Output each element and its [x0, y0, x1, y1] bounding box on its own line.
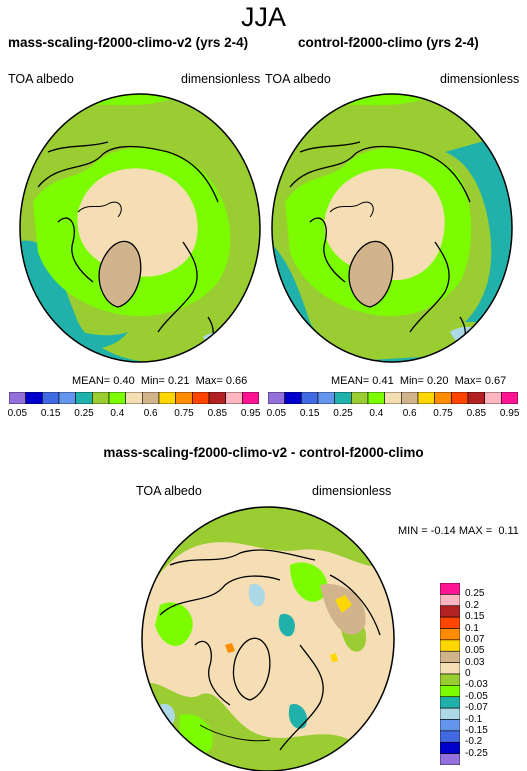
colorbar-swatch	[334, 392, 352, 404]
colorbar-swatch	[242, 392, 259, 404]
colorbar-swatch	[440, 719, 460, 732]
panel-1-title: mass-scaling-f2000-climo-v2 (yrs 2-4)	[8, 35, 249, 50]
colorbar-swatch	[440, 685, 460, 698]
colorbar-tick-label: 0.05	[7, 408, 28, 419]
colorbar-tick-label: 0.75	[174, 408, 194, 419]
colorbar-tick-label: -0.07	[465, 702, 488, 714]
colorbar-swatch	[92, 392, 110, 404]
colorbar-swatch	[367, 392, 385, 404]
colorbar-tick-label: 0	[465, 668, 471, 679]
colorbar-tick-label: 0.15	[465, 611, 485, 623]
colorbar-tick-label: 0.25	[74, 408, 94, 419]
colorbar-swatch	[440, 707, 460, 720]
figure-title: JJA	[240, 2, 286, 32]
colorbar-tick-label: 0.15	[40, 408, 61, 419]
colorbar-swatch	[440, 605, 460, 618]
colorbar-swatch	[440, 741, 460, 754]
colorbar-swatch	[440, 650, 460, 663]
panel-2-units: dimensionless	[440, 72, 520, 86]
colorbar-tick-label: 0.95	[499, 408, 520, 419]
colorbar-tick-label: 0.85	[466, 408, 487, 419]
colorbar-tick-label: 0.05	[266, 408, 287, 419]
colorbar-tick-label: -0.25	[465, 747, 488, 759]
colorbar-tick-label: 0.6	[143, 408, 158, 419]
colorbar-tick-label: 0.4	[369, 408, 384, 419]
colorbar-swatch	[484, 392, 502, 404]
colorbar-tick-label: 0.85	[207, 408, 228, 419]
colorbar-swatch	[142, 392, 160, 404]
colorbar-swatch	[417, 392, 435, 404]
panel-2-polar-map	[271, 93, 513, 363]
colorbar-swatch	[501, 392, 518, 404]
panel-1-units: dimensionless	[181, 72, 261, 86]
colorbar-swatch	[268, 392, 285, 404]
colorbar-swatch	[75, 392, 93, 404]
colorbar-swatch	[58, 392, 76, 404]
panel-1-stats: MEAN= 0.40 Min= 0.21 Max= 0.66	[72, 375, 248, 387]
colorbar-swatch	[440, 730, 460, 743]
colorbar-swatch	[208, 392, 226, 404]
panel-2-colorbar	[268, 392, 518, 404]
colorbar-tick-label: 0.6	[402, 408, 417, 419]
colorbar-swatch	[284, 392, 302, 404]
colorbar-tick-label: -0.15	[465, 724, 488, 736]
colorbar-swatch	[440, 616, 460, 629]
colorbar-tick-label: 0.07	[465, 633, 485, 645]
colorbar-tick-label: 0.25	[333, 408, 353, 419]
colorbar-tick-label: 0.4	[110, 408, 125, 419]
panel-2-colorbar-labels: 0.05 0.15 0.25 0.4 0.6 0.75 0.85 0.95	[266, 406, 520, 420]
colorbar-swatch	[9, 392, 26, 404]
colorbar-swatch	[440, 583, 460, 595]
panel-1-variable: TOA albedo	[8, 72, 74, 86]
colorbar-swatch	[440, 594, 460, 607]
colorbar-swatch	[108, 392, 126, 404]
colorbar-swatch	[440, 662, 460, 675]
colorbar-swatch	[225, 392, 243, 404]
colorbar-swatch	[440, 628, 460, 641]
panel-2-variable: TOA albedo	[265, 72, 331, 86]
colorbar-swatch	[451, 392, 469, 404]
colorbar-tick-label: 0.95	[240, 408, 261, 419]
colorbar-swatch	[317, 392, 335, 404]
colorbar-tick-label: -0.03	[465, 679, 488, 691]
diff-panel-colorbar-labels: 0.25 0.2 0.15 0.1 0.07 0.05 0.03 0 -0.03 -0.05 -0.…	[465, 583, 515, 765]
colorbar-swatch	[42, 392, 60, 404]
colorbar-tick-label: 0.25	[465, 588, 485, 600]
panel-1-colorbar	[9, 392, 259, 404]
panel-1-colorbar-labels: 0.05 0.15 0.25 0.4 0.6 0.75 0.85 0.95	[7, 406, 261, 420]
colorbar-tick-label: 0.15	[299, 408, 320, 419]
colorbar-swatch	[301, 392, 319, 404]
diff-panel-min-max: MIN = -0.14 MAX = 0.11	[398, 525, 519, 537]
colorbar-swatch	[467, 392, 485, 404]
colorbar-swatch	[440, 696, 460, 709]
diff-panel-units: dimensionless	[312, 484, 392, 498]
colorbar-swatch	[434, 392, 452, 404]
diff-panel-title: mass-scaling-f2000-climo-v2 - control-f2…	[103, 445, 424, 460]
colorbar-swatch	[384, 392, 402, 404]
colorbar-tick-label: 0.1	[465, 622, 479, 634]
panel-2-title: control-f2000-climo (yrs 2-4)	[298, 35, 479, 50]
colorbar-swatch	[125, 392, 143, 404]
colorbar-swatch	[440, 753, 460, 765]
colorbar-swatch	[401, 392, 419, 404]
colorbar-swatch	[440, 673, 460, 686]
colorbar-tick-label: -0.1	[465, 713, 483, 725]
colorbar-tick-label: -0.2	[465, 736, 483, 748]
colorbar-tick-label: 0.03	[465, 656, 485, 668]
colorbar-swatch	[192, 392, 210, 404]
panel-1-polar-map	[19, 93, 261, 363]
colorbar-tick-label: -0.05	[465, 690, 488, 702]
colorbar-swatch	[351, 392, 369, 404]
colorbar-swatch	[25, 392, 43, 404]
diff-panel-variable: TOA albedo	[136, 484, 202, 498]
colorbar-swatch	[440, 639, 460, 652]
diff-panel-colorbar	[440, 583, 460, 765]
colorbar-swatch	[175, 392, 193, 404]
colorbar-tick-label: 0.2	[465, 599, 479, 611]
colorbar-tick-label: 0.05	[465, 645, 485, 657]
colorbar-swatch	[158, 392, 176, 404]
colorbar-tick-label: 0.75	[433, 408, 453, 419]
diff-panel-polar-map	[141, 506, 395, 771]
panel-2-stats: MEAN= 0.41 Min= 0.20 Max= 0.67	[331, 375, 507, 387]
